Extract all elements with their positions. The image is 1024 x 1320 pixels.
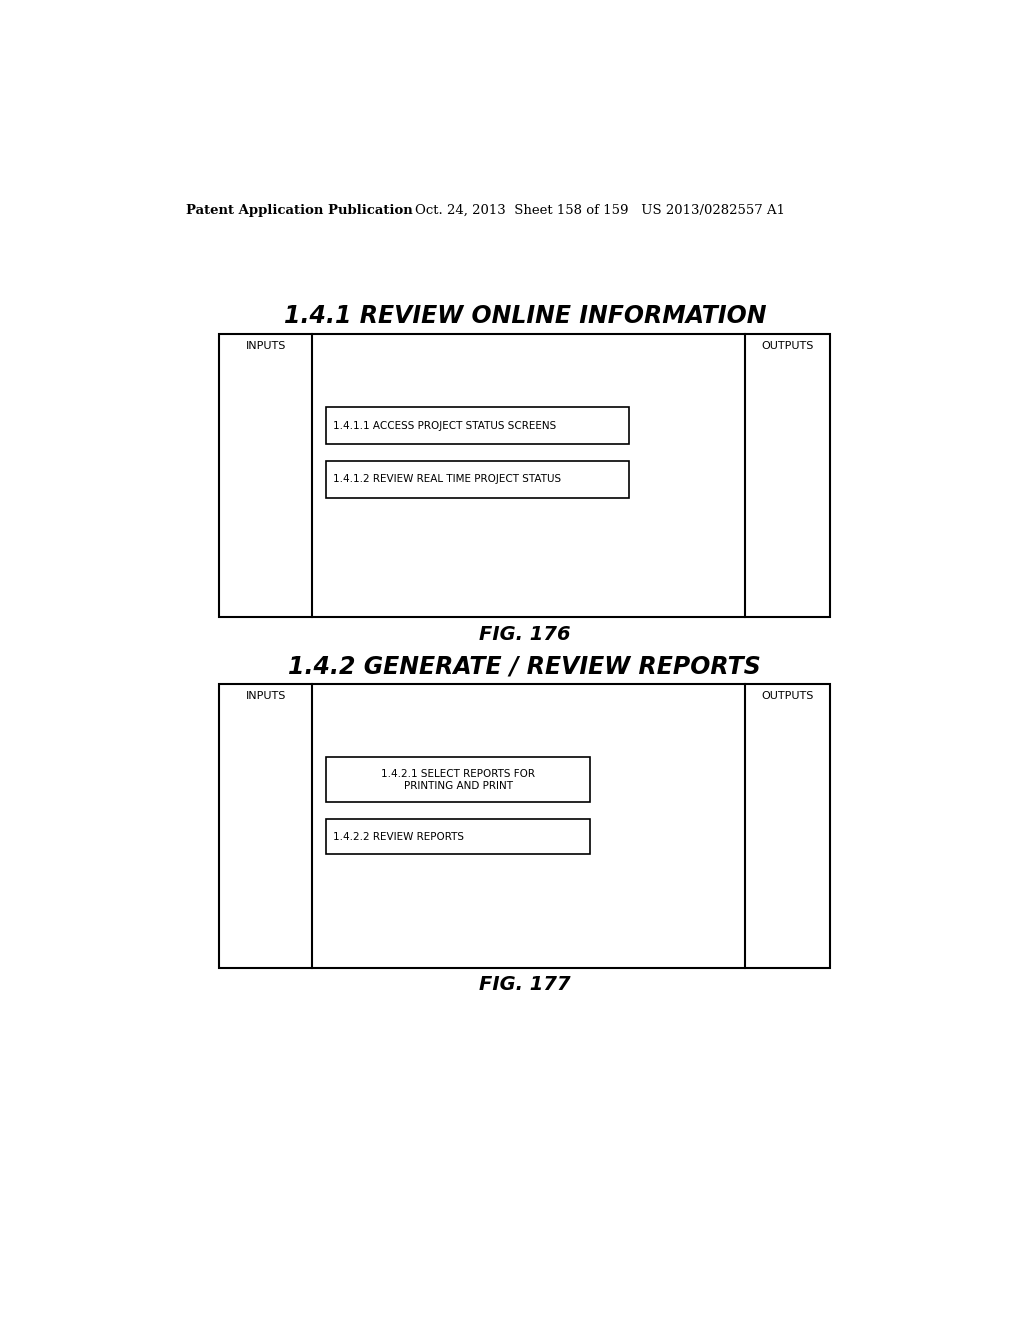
- Text: 1.4.1 REVIEW ONLINE INFORMATION: 1.4.1 REVIEW ONLINE INFORMATION: [284, 304, 766, 329]
- Text: FIG. 177: FIG. 177: [479, 975, 570, 994]
- Text: Patent Application Publication: Patent Application Publication: [186, 205, 413, 218]
- Text: 1.4.2 GENERATE / REVIEW REPORTS: 1.4.2 GENERATE / REVIEW REPORTS: [289, 655, 761, 678]
- Bar: [219, 684, 830, 968]
- Text: INPUTS: INPUTS: [246, 690, 286, 701]
- Text: 1.4.1.1 ACCESS PROJECT STATUS SCREENS: 1.4.1.1 ACCESS PROJECT STATUS SCREENS: [333, 421, 556, 430]
- Bar: [327, 461, 629, 498]
- Bar: [327, 407, 629, 444]
- Text: FIG. 176: FIG. 176: [479, 624, 570, 644]
- Bar: [327, 818, 590, 854]
- Text: 1.4.2.2 REVIEW REPORTS: 1.4.2.2 REVIEW REPORTS: [333, 832, 464, 842]
- Text: 1.4.1.2 REVIEW REAL TIME PROJECT STATUS: 1.4.1.2 REVIEW REAL TIME PROJECT STATUS: [333, 474, 561, 484]
- Text: Oct. 24, 2013  Sheet 158 of 159   US 2013/0282557 A1: Oct. 24, 2013 Sheet 158 of 159 US 2013/0…: [415, 205, 784, 218]
- Text: INPUTS: INPUTS: [246, 341, 286, 351]
- Bar: [327, 758, 590, 803]
- Text: 1.4.2.1 SELECT REPORTS FOR
PRINTING AND PRINT: 1.4.2.1 SELECT REPORTS FOR PRINTING AND …: [381, 770, 536, 791]
- Bar: [219, 334, 830, 618]
- Text: OUTPUTS: OUTPUTS: [761, 341, 814, 351]
- Text: OUTPUTS: OUTPUTS: [761, 690, 814, 701]
